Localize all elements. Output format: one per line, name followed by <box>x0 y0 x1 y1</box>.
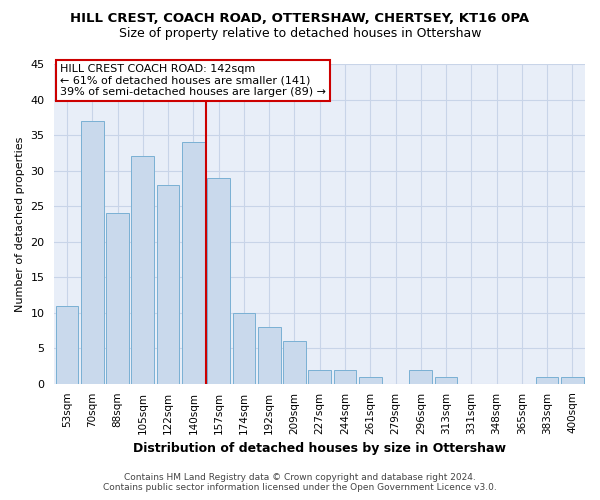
Bar <box>308 370 331 384</box>
Bar <box>409 370 432 384</box>
Bar <box>106 214 129 384</box>
Bar <box>536 377 559 384</box>
Bar <box>359 377 382 384</box>
Text: HILL CREST, COACH ROAD, OTTERSHAW, CHERTSEY, KT16 0PA: HILL CREST, COACH ROAD, OTTERSHAW, CHERT… <box>70 12 530 26</box>
Bar <box>561 377 584 384</box>
Bar <box>131 156 154 384</box>
Bar <box>56 306 79 384</box>
Bar <box>182 142 205 384</box>
Bar <box>233 313 255 384</box>
Text: HILL CREST COACH ROAD: 142sqm
← 61% of detached houses are smaller (141)
39% of : HILL CREST COACH ROAD: 142sqm ← 61% of d… <box>60 64 326 97</box>
Bar <box>258 327 281 384</box>
X-axis label: Distribution of detached houses by size in Ottershaw: Distribution of detached houses by size … <box>133 442 506 455</box>
Text: Size of property relative to detached houses in Ottershaw: Size of property relative to detached ho… <box>119 28 481 40</box>
Y-axis label: Number of detached properties: Number of detached properties <box>15 136 25 312</box>
Bar <box>81 121 104 384</box>
Bar <box>157 185 179 384</box>
Bar <box>207 178 230 384</box>
Bar <box>334 370 356 384</box>
Text: Contains HM Land Registry data © Crown copyright and database right 2024.
Contai: Contains HM Land Registry data © Crown c… <box>103 473 497 492</box>
Bar <box>283 341 306 384</box>
Bar <box>434 377 457 384</box>
